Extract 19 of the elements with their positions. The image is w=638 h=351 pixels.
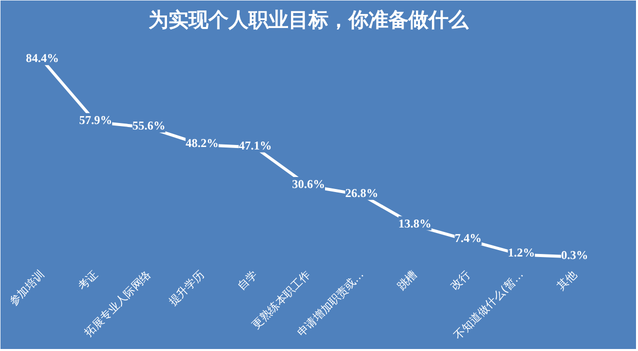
- x-tick-label: 其他: [554, 268, 580, 293]
- data-label: 30.6%: [292, 176, 325, 191]
- data-label: 48.2%: [186, 136, 219, 150]
- data-label: 0.3%: [561, 248, 588, 262]
- data-label: 47.1%: [238, 138, 272, 152]
- data-label: 1.2%: [508, 246, 535, 260]
- x-tick-label: 考证: [75, 268, 100, 293]
- x-tick-label: 参加培训: [6, 268, 48, 308]
- data-label: 55.6%: [132, 118, 166, 133]
- data-label: 13.8%: [398, 216, 432, 230]
- data-label: 7.4%: [454, 231, 482, 246]
- chart-title: 为实现个人职业目标，你准备做什么: [148, 8, 470, 32]
- data-label: 26.8%: [345, 186, 378, 200]
- x-tick-label: 提升学历: [166, 268, 207, 308]
- x-tick-label: 跳槽: [394, 268, 420, 293]
- data-label: 84.4%: [26, 51, 59, 66]
- x-tick-label: 改行: [448, 268, 473, 293]
- x-tick-label: 自学: [235, 268, 260, 293]
- data-label: 57.9%: [79, 113, 112, 128]
